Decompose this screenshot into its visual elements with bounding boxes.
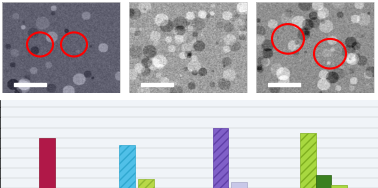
Bar [129, 2, 247, 92]
Bar [119, 145, 135, 188]
Bar [300, 133, 316, 188]
Bar [141, 83, 173, 86]
Bar [331, 185, 347, 188]
Bar [2, 2, 120, 92]
Bar [316, 175, 331, 188]
Bar [268, 83, 300, 86]
Bar [256, 2, 374, 92]
Bar [138, 179, 153, 188]
Bar [14, 83, 46, 86]
Bar [213, 127, 228, 188]
Bar [39, 138, 54, 188]
Bar [231, 182, 247, 188]
